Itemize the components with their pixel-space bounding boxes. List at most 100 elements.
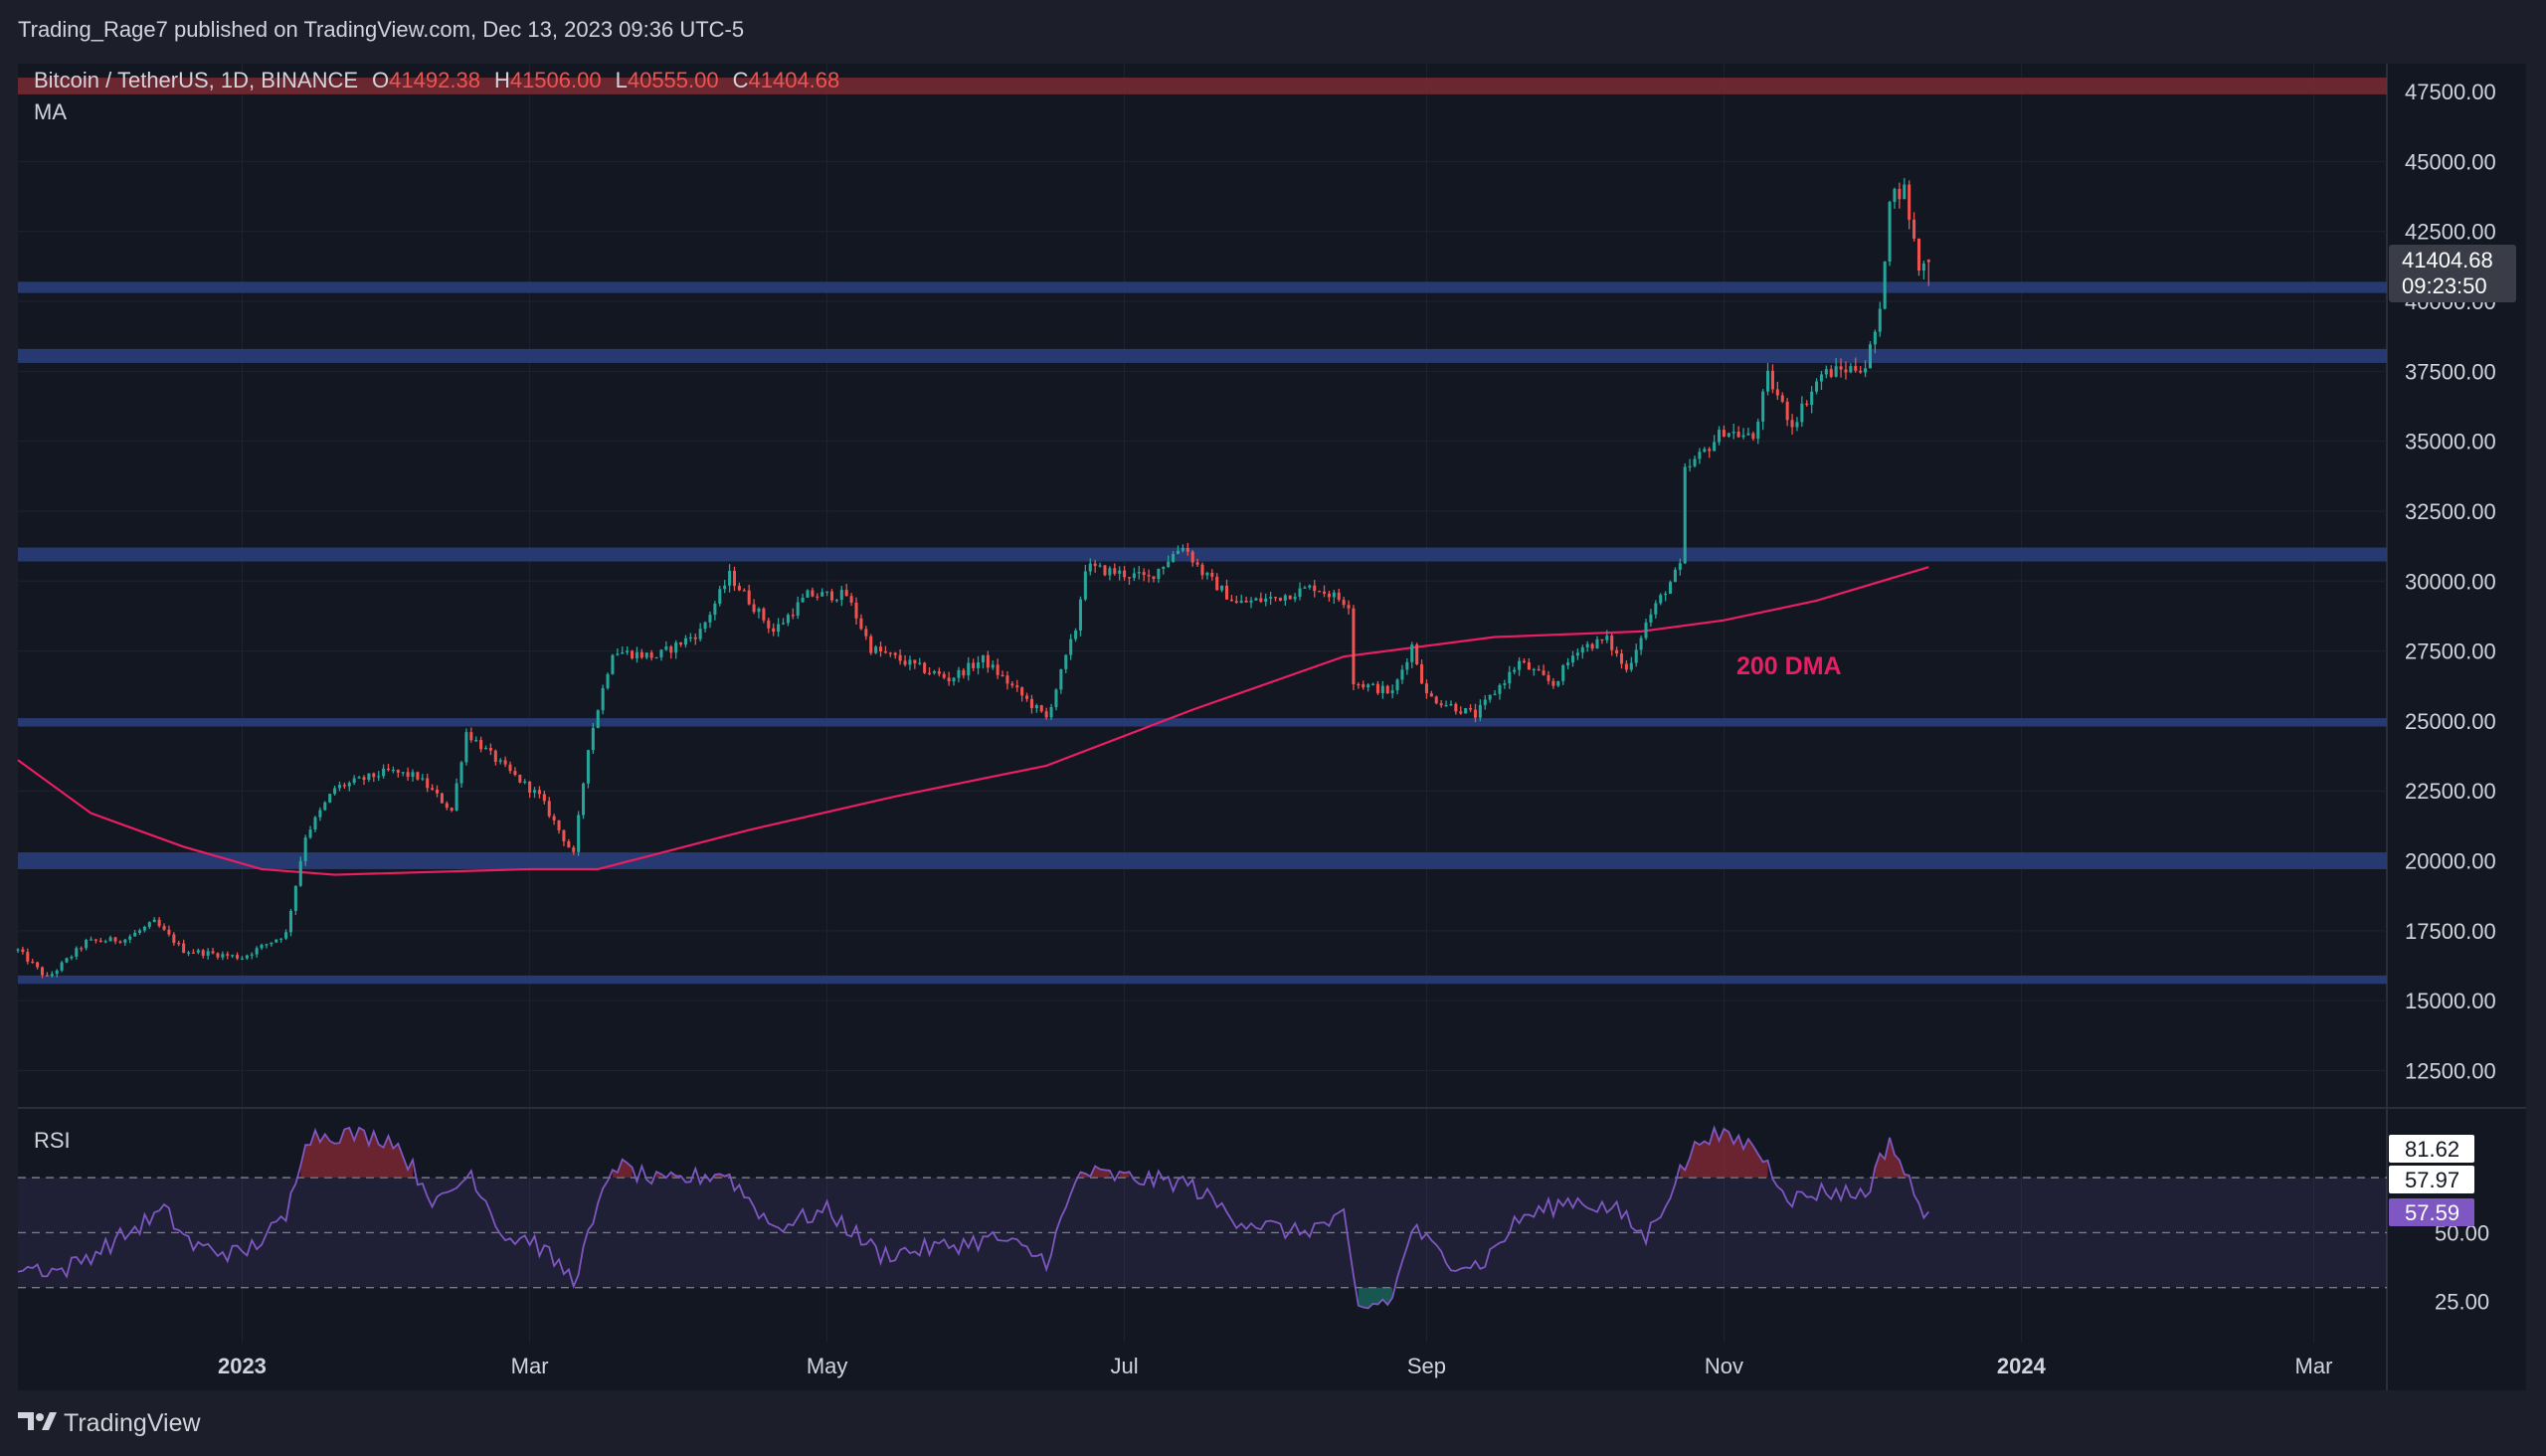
candle [1454, 702, 1458, 715]
candle [1215, 573, 1219, 591]
candle-body [1039, 705, 1043, 712]
candle-body [1424, 683, 1428, 694]
candle [928, 666, 932, 675]
price-pane[interactable] [18, 64, 2387, 1107]
candle-body [1483, 699, 1487, 705]
candle [981, 654, 985, 669]
candle [1362, 680, 1365, 690]
candle [1570, 650, 1575, 667]
candle [552, 814, 556, 825]
candle [1916, 238, 1921, 276]
candle-body [1518, 660, 1522, 670]
candle [1810, 386, 1814, 414]
candle [1741, 428, 1745, 440]
candle [123, 938, 127, 947]
candle [986, 650, 990, 673]
candle-body [1805, 403, 1809, 406]
candle-body [1244, 601, 1248, 603]
indicator-legend-ma[interactable]: MA [34, 99, 67, 124]
candle [284, 929, 288, 941]
candle [1736, 426, 1740, 439]
candle [367, 773, 371, 783]
candle [591, 722, 595, 754]
candle-body [342, 785, 346, 787]
candle [1513, 666, 1517, 675]
candle [596, 709, 600, 729]
candle-body [1619, 653, 1624, 664]
candle [693, 634, 697, 645]
candle-body [318, 810, 322, 818]
candle-body [1288, 595, 1292, 600]
candle-body [1015, 685, 1019, 688]
rsi-oversold-fill [1358, 1287, 1393, 1309]
candle [16, 948, 20, 954]
candle-body [1303, 587, 1307, 589]
candle [377, 771, 381, 782]
candle [323, 801, 327, 812]
candle-body [1069, 638, 1073, 655]
candle [1005, 670, 1009, 690]
candle-body [1600, 638, 1604, 641]
candle-body [113, 937, 117, 942]
rsi-badge-3: 57.59 [2405, 1200, 2459, 1225]
candle [1659, 593, 1663, 606]
candle-body [1868, 344, 1872, 369]
tradingview-logo[interactable]: TradingView [18, 1409, 202, 1437]
candle-body [1195, 562, 1199, 565]
candle [698, 623, 702, 642]
candle-body [1473, 709, 1477, 718]
candle-body [406, 772, 410, 778]
candle [1357, 682, 1361, 689]
candle [1278, 597, 1282, 602]
candle-body [196, 950, 200, 953]
rsi-title[interactable]: RSI [34, 1128, 71, 1153]
candle-body [386, 768, 391, 771]
rsi-pane[interactable] [18, 1109, 2387, 1343]
candle-body [40, 967, 45, 976]
price-tick-label: 35000.00 [2405, 430, 2496, 455]
candle-body [1118, 570, 1122, 574]
candle-body [883, 651, 887, 653]
candle [1444, 700, 1448, 707]
candle-body [839, 590, 843, 601]
candle [1098, 562, 1102, 568]
candle [1195, 558, 1199, 568]
candle-body [483, 747, 488, 750]
candle-body [347, 783, 351, 787]
candle-body [1323, 591, 1327, 594]
symbol-name[interactable]: Bitcoin / TetherUS, 1D, BINANCE [34, 68, 358, 92]
candle-body [260, 945, 264, 949]
candle-body [1025, 695, 1029, 699]
candle [342, 782, 346, 789]
candle [1903, 178, 1907, 200]
candle-body [1400, 669, 1404, 680]
candle-body [1298, 588, 1302, 598]
candle-body [1190, 551, 1194, 563]
candle [1123, 566, 1127, 581]
time-axis[interactable] [18, 1343, 2526, 1390]
candle [1424, 679, 1428, 699]
candle [240, 955, 244, 961]
candle-body [337, 785, 342, 789]
candle-body [1429, 693, 1433, 697]
candle [318, 807, 322, 821]
candle [1147, 569, 1151, 583]
candle-body [1278, 597, 1282, 601]
candle [1015, 679, 1019, 692]
candle [401, 772, 405, 777]
candle [1483, 695, 1487, 710]
candle-body [421, 778, 425, 780]
candle [849, 593, 853, 607]
candle-body [547, 801, 551, 817]
candle-body [903, 660, 907, 665]
candle [1518, 656, 1522, 676]
candle [1390, 684, 1394, 699]
candle-body [1132, 573, 1136, 579]
candle [1508, 665, 1512, 689]
sr-zone [18, 547, 2387, 562]
candle [1795, 417, 1799, 432]
time-tick-label: 2023 [218, 1354, 267, 1378]
candle-body [16, 949, 20, 951]
candle-body [1731, 432, 1735, 434]
candle-body [75, 948, 79, 957]
